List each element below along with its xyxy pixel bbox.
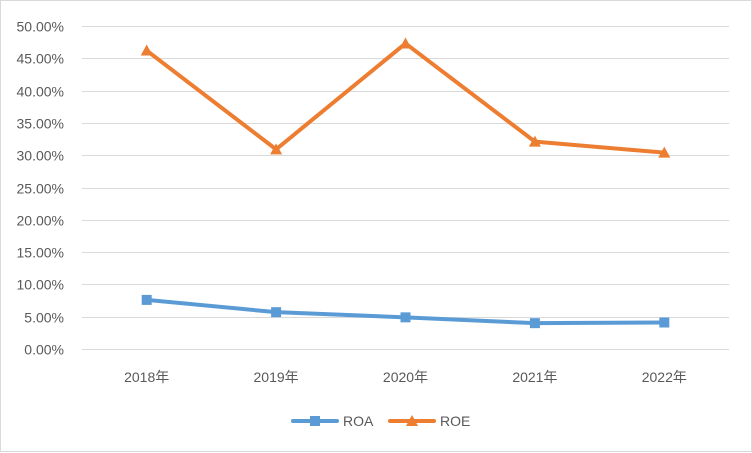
y-tick-label: 5.00% (24, 310, 64, 326)
roe-line (144, 41, 667, 155)
x-tick-label: 2018年 (124, 369, 169, 385)
x-tick-label: 2021年 (512, 369, 557, 385)
x-tick-label: 2019年 (254, 369, 299, 385)
roe-point (270, 143, 283, 155)
y-axis-tick-labels: 0.00% 5.00% 10.00% 15.00% 20.00% 25.00% 30.00%… (17, 19, 64, 358)
series-roe (140, 37, 671, 158)
roe-point (399, 37, 412, 49)
legend-marker (406, 415, 418, 426)
roe-point (658, 146, 671, 158)
legend-label: ROA (343, 413, 374, 429)
y-tick-label: 45.00% (17, 51, 64, 67)
y-tick-label: 10.00% (17, 277, 64, 293)
y-tick-label: 40.00% (17, 84, 64, 100)
y-tick-label: 15.00% (17, 245, 64, 261)
roe-point (528, 135, 541, 147)
roa-point (271, 307, 282, 318)
y-tick-label: 50.00% (17, 19, 64, 35)
legend-label: ROE (440, 413, 470, 429)
roa-point (400, 312, 411, 323)
legend: ROA ROE (291, 413, 470, 429)
y-tick-label: 0.00% (24, 342, 64, 358)
roa-point (529, 318, 540, 329)
gridlines (82, 26, 729, 350)
legend-item-roa: ROA (291, 413, 374, 429)
legend-item-roe: ROE (388, 413, 470, 429)
roe-point (140, 44, 153, 56)
y-tick-label: 30.00% (17, 148, 64, 164)
x-tick-label: 2022年 (642, 369, 687, 385)
series-roa (141, 294, 670, 329)
series-lines (140, 37, 671, 329)
y-tick-label: 25.00% (17, 181, 64, 197)
y-tick-label: 35.00% (17, 116, 64, 132)
y-tick-label: 20.00% (17, 213, 64, 229)
x-axis-tick-labels: 2018年 2019年 2020年 2021年 2022年 (124, 369, 687, 385)
x-tick-label: 2020年 (383, 369, 428, 385)
roa-point (141, 294, 152, 305)
legend-marker (310, 416, 320, 426)
roa-point (659, 317, 670, 328)
